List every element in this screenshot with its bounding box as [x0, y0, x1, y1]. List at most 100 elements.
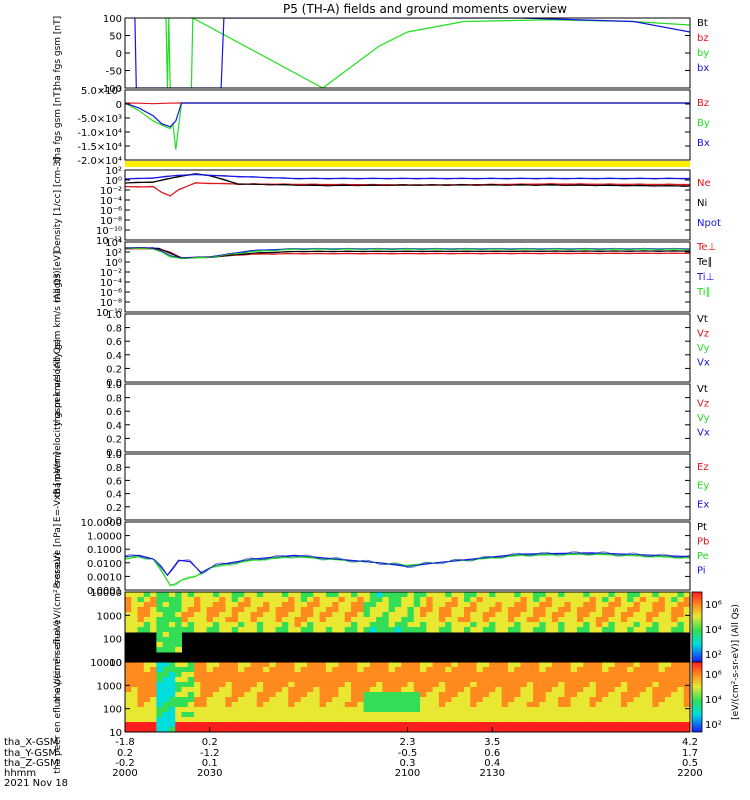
y-tick-label: 10⁰ [105, 258, 122, 269]
y-tick-label: 1.0000 [87, 532, 122, 543]
y-tick-label: 10⁻² [100, 186, 122, 197]
panel-frame [124, 453, 691, 521]
colorbar-scale [691, 591, 703, 663]
x-row-label: 2021 Nov 18 [4, 778, 68, 789]
y-tick-label: 0.8 [106, 324, 122, 335]
series-trace-Pe [125, 552, 690, 587]
x-tick-label: 0.3 [400, 758, 416, 769]
colorbar-tick-label: 10⁴ [705, 695, 722, 706]
y-tick-label: -1.0×10⁴ [77, 128, 122, 139]
y-tick-label: 10⁻⁸ [100, 298, 122, 309]
x-tick-label: 4.2 [682, 737, 698, 748]
y-tick-label: 0.2 [106, 434, 122, 445]
legend-Pi: Pi [697, 566, 706, 577]
series-line-By [125, 102, 690, 150]
y-tick-label: 0.0100 [87, 559, 122, 570]
panel-pressure: 10.0000 1.0000 0.1000 0.0100 0.0010 0.0001 Pre… [53, 518, 709, 597]
y-tick-label: 100 [103, 635, 122, 646]
legend-by: by [697, 48, 709, 59]
x-row-label: tha_Z-GSM [4, 758, 59, 769]
legend-Pe: Pe [697, 551, 709, 562]
series-line-Pi [125, 552, 690, 577]
y-tick-label: 1.0 [106, 310, 122, 321]
series-line-Pe [125, 553, 690, 586]
y-axis-label: tha peir velocity gsm km/s (All Qs) [53, 270, 63, 425]
y-axis-label: tha peir en eflux eV/(cm²-s-sr-eV) [53, 552, 63, 702]
y-tick-label: 0.6 [106, 337, 122, 348]
colorbar-tick-label: 10⁶ [705, 600, 722, 611]
y-tick-label: -50 [106, 67, 122, 78]
series-line-bx [134, 18, 690, 88]
y-tick-label: 0.0 [106, 378, 122, 389]
panel-fgs-gsm-large: 5.0×10³ 0 -5.0×10³ -1.0×10⁴ -1.5×10⁴ -2.0×10⁴… [53, 86, 710, 167]
colorbar-label: [eV/(cm²-s-sr-eV)] (All Qs) [731, 604, 741, 720]
series-line-Npot [125, 173, 690, 180]
x-row-label: hhmm [4, 768, 36, 779]
x-tick-label: 0.1 [202, 758, 218, 769]
colorbar: 10⁶ 10⁴ 10² 10⁶ 10⁴ 10² [eV/(cm²-s-sr-eV)] (Al… [691, 591, 741, 733]
x-tick-label: -1.2 [200, 748, 220, 759]
x-tick-label: 2000 [112, 768, 137, 779]
legend-Ti⊥: Ti⊥ [696, 272, 714, 283]
x-tick-label: 0.6 [484, 748, 500, 759]
x-row-label: tha_Y-GSM [4, 748, 57, 759]
series-trace-Ti∥ [125, 247, 690, 260]
y-tick-label: -1.5×10⁴ [77, 142, 122, 153]
panel-frame [124, 17, 691, 89]
x-tick-label: -1.8 [115, 737, 135, 748]
legend-Ex: Ex [697, 499, 709, 510]
y-tick-label: 0.2 [106, 503, 122, 514]
colorbar-tick-label: 10⁶ [705, 670, 722, 681]
series-trace-Ni [125, 173, 690, 187]
series-trace-Pi [125, 551, 690, 576]
legend-Pb: Pb [697, 537, 709, 548]
panel-efield: 1.0 0.8 0.6 0.4 0.2 0.0 E=-VxB [mV/m] Ez Ey Ex [53, 450, 709, 527]
y-tick-label: 10 [109, 658, 122, 669]
series-trace-Ti⊥ [125, 246, 690, 259]
y-tick-label: 0.0010 [87, 572, 122, 583]
y-tick-label: 10⁻¹² [96, 236, 122, 247]
x-tick-label: 2200 [677, 768, 702, 779]
colorbar-tick-label: 10² [705, 720, 722, 731]
y-tick-label: -5.0×10³ [77, 114, 122, 125]
legend-Ne: Ne [697, 178, 711, 189]
y-tick-label: 10⁻⁴ [100, 196, 122, 207]
y-tick-label: 0.6 [106, 476, 122, 487]
y-axis-label: E=-VxB [mV/m] [53, 452, 63, 522]
legend-Npot: Npot [697, 218, 721, 229]
panel-fgs-gsm: 100 50 0 -50 -100 tha fgs gsm [nT] Bt bz by bx [53, 14, 709, 95]
x-tick-label: -0.5 [398, 748, 418, 759]
legend-Vt: Vt [697, 314, 708, 325]
y-axis-label: tha fgs gsm [nT] [53, 16, 63, 90]
legend-Vt: Vt [697, 384, 708, 395]
legend-Te∥: Te∥ [696, 257, 713, 268]
y-tick-label: 10⁻⁸ [100, 216, 122, 227]
y-tick-label: 50 [109, 32, 122, 43]
y-tick-label: 0.8 [106, 463, 122, 474]
x-tick-label: 2030 [197, 768, 222, 779]
panel-frame [124, 383, 691, 453]
y-tick-label: 100 [103, 705, 122, 716]
x-tick-label: 0.5 [682, 758, 698, 769]
x-tick-label: 3.5 [484, 737, 500, 748]
x-tick-label: 0.2 [202, 737, 218, 748]
x-row-label: tha_X-GSM [4, 737, 58, 748]
panel-peir-en-eflux: 10000 1000 100 10 tha peir en eflux eV/(cm²-… [53, 552, 691, 702]
status-bar [125, 161, 690, 167]
legend-Pt: Pt [697, 522, 707, 533]
series-line-Ni [125, 173, 690, 187]
y-tick-label: 10000 [90, 588, 122, 599]
y-tick-label: 10⁻¹⁰ [96, 308, 122, 319]
legend-Bt: Bt [697, 18, 708, 29]
panel-peir-velocity: 1.0 0.8 0.6 0.4 0.2 0.0 tha peir velocity gsm … [53, 270, 710, 425]
y-tick-label: 10 [109, 728, 122, 739]
legend-bx: bx [697, 63, 709, 74]
legend-Ey: Ey [697, 481, 709, 492]
y-tick-label: 1000 [97, 611, 122, 622]
legend-Vx: Vx [697, 358, 710, 369]
x-tick-label: 0.4 [484, 758, 500, 769]
y-axis-label: magt3 [eV] [53, 252, 63, 303]
y-tick-label: 0.4 [106, 351, 122, 362]
